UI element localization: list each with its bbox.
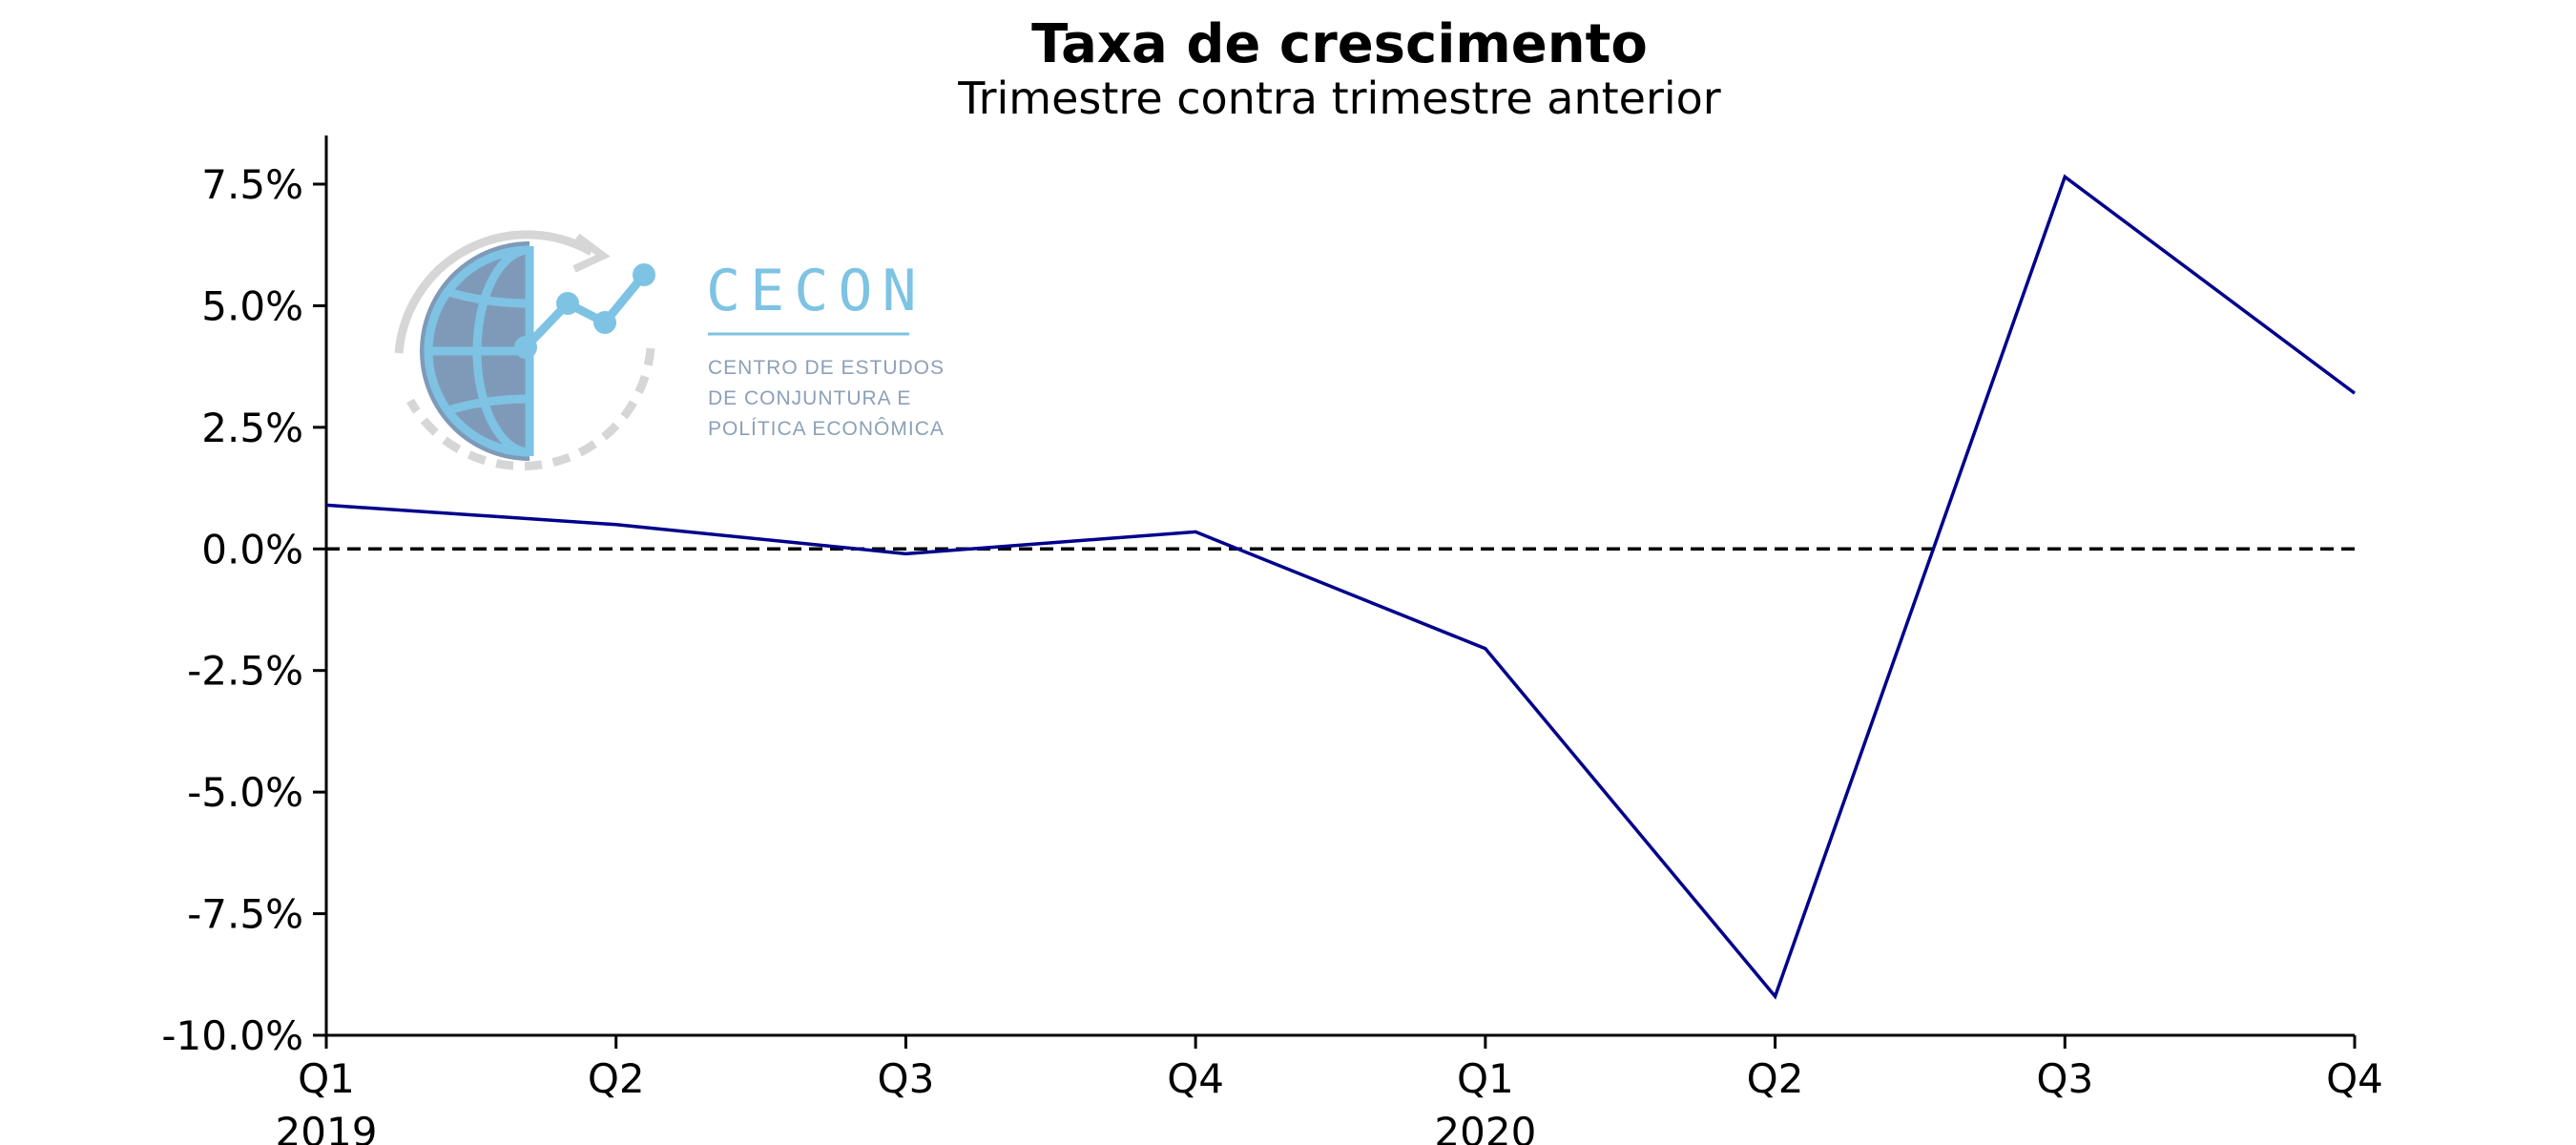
axes: -10.0% -7.5% -5.0% -2.5% 0.0% 2.5% 5.0% 7.5% Q1… <box>161 135 2383 1145</box>
y-tick-label: -10.0% <box>161 1012 303 1059</box>
logo-trend-line <box>522 272 648 351</box>
logo-subtitle-line: DE CONJUNTURA E <box>708 387 911 409</box>
x-year-label: 2019 <box>276 1109 378 1145</box>
x-tick-label: Q3 <box>2036 1055 2093 1102</box>
series-line <box>325 174 2357 1000</box>
chart-title: Taxa de crescimento <box>1031 13 1648 75</box>
logo-globe-lines <box>424 245 534 457</box>
y-tick-label: 7.5% <box>201 161 303 208</box>
logo-trend-dots <box>514 263 655 359</box>
x-year-label: 2020 <box>1434 1109 1536 1145</box>
x-tick-label: Q3 <box>878 1055 935 1102</box>
logo-title: CECON <box>706 258 926 324</box>
x-tick-label: Q1 <box>1457 1055 1514 1102</box>
logo-subtitle-line: CENTRO DE ESTUDOS <box>708 357 945 379</box>
y-tick-label: 5.0% <box>201 282 303 329</box>
y-tick-label: 0.0% <box>201 526 303 572</box>
y-tick-label: -5.0% <box>187 769 303 816</box>
chart-subtitle: Trimestre contra trimestre anterior <box>958 73 1721 124</box>
logo-subtitle-line: POLÍTICA ECONÔMICA <box>708 418 945 440</box>
data-points <box>325 177 2356 997</box>
x-tick-label: Q2 <box>1747 1055 1804 1102</box>
x-tick-label: Q4 <box>2326 1055 2383 1102</box>
y-tick-label: -2.5% <box>187 648 303 695</box>
y-tick-label: -7.5% <box>187 891 303 938</box>
cecon-logo: CECON CENTRO DE ESTUDOS DE CONJUNTURA E … <box>394 230 945 471</box>
x-tick-label: Q4 <box>1167 1055 1224 1102</box>
x-ticks: Q1 Q2 Q3 Q4 Q1 Q2 Q3 Q4 2019 2020 <box>276 1035 2383 1145</box>
y-ticks: -10.0% -7.5% -5.0% -2.5% 0.0% 2.5% 5.0% 7.5% <box>161 161 326 1059</box>
logo-arc-arrow <box>394 230 594 354</box>
y-tick-label: 2.5% <box>201 405 303 451</box>
logo-arrow-head <box>572 233 611 273</box>
x-tick-label: Q1 <box>298 1055 355 1102</box>
x-tick-label: Q2 <box>588 1055 645 1102</box>
